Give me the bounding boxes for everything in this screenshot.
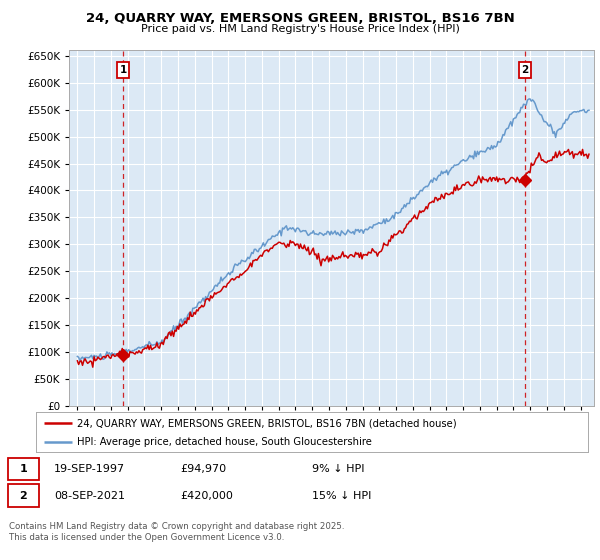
- Text: 24, QUARRY WAY, EMERSONS GREEN, BRISTOL, BS16 7BN: 24, QUARRY WAY, EMERSONS GREEN, BRISTOL,…: [86, 12, 514, 25]
- Text: 1: 1: [119, 65, 127, 75]
- Text: Contains HM Land Registry data © Crown copyright and database right 2025.
This d: Contains HM Land Registry data © Crown c…: [9, 522, 344, 542]
- Text: Price paid vs. HM Land Registry's House Price Index (HPI): Price paid vs. HM Land Registry's House …: [140, 24, 460, 34]
- Text: 24, QUARRY WAY, EMERSONS GREEN, BRISTOL, BS16 7BN (detached house): 24, QUARRY WAY, EMERSONS GREEN, BRISTOL,…: [77, 418, 457, 428]
- Text: £420,000: £420,000: [180, 491, 233, 501]
- Text: 1: 1: [20, 464, 27, 474]
- Text: 08-SEP-2021: 08-SEP-2021: [54, 491, 125, 501]
- Text: 19-SEP-1997: 19-SEP-1997: [54, 464, 125, 474]
- Text: HPI: Average price, detached house, South Gloucestershire: HPI: Average price, detached house, Sout…: [77, 437, 372, 446]
- Text: 15% ↓ HPI: 15% ↓ HPI: [312, 491, 371, 501]
- Text: 2: 2: [20, 491, 27, 501]
- Text: 2: 2: [521, 65, 529, 75]
- Text: 9% ↓ HPI: 9% ↓ HPI: [312, 464, 365, 474]
- Text: £94,970: £94,970: [180, 464, 226, 474]
